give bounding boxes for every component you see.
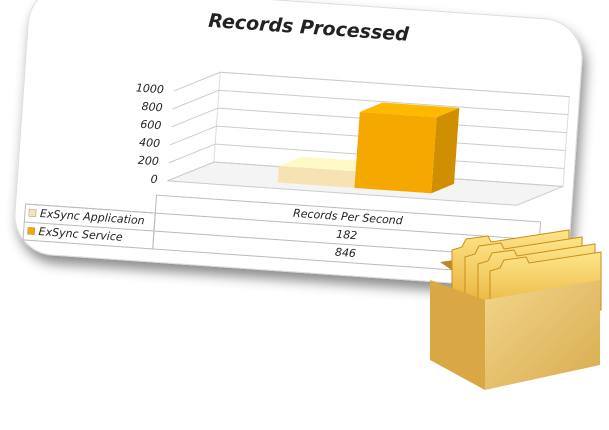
card <box>14 0 583 289</box>
table-value: 846 <box>335 246 357 260</box>
y-tick-label: 600 <box>140 118 162 132</box>
bar-top <box>278 156 379 172</box>
folder-icon <box>430 229 602 390</box>
y-tick-label: 800 <box>141 100 163 114</box>
y-tick-label: 0 <box>150 173 158 186</box>
y-tick-label: 200 <box>137 154 159 168</box>
chart-card: Records Processed 02004006008001000Recor… <box>14 0 583 289</box>
y-tick-label: 400 <box>139 136 161 150</box>
box-left <box>430 280 485 390</box>
legend-swatch <box>28 208 37 217</box>
bar-top <box>359 102 460 118</box>
grid-line-side <box>169 125 217 146</box>
grid-line-side <box>172 89 220 110</box>
grid-line-side <box>167 161 215 182</box>
legend-label: ExSync Service <box>38 225 123 244</box>
bar-side <box>431 107 460 194</box>
table-value: 182 <box>336 228 358 242</box>
bar <box>277 166 356 188</box>
grid-line-side <box>171 107 218 128</box>
box-front <box>485 280 600 390</box>
table-rule <box>25 203 540 241</box>
y-tick-label: 1000 <box>135 81 164 96</box>
bar <box>354 111 437 194</box>
grid-line <box>220 71 570 98</box>
grid-line-side <box>173 71 221 92</box>
grid-line-side <box>168 143 216 164</box>
legend-swatch <box>27 226 36 235</box>
grid-line <box>218 89 569 116</box>
